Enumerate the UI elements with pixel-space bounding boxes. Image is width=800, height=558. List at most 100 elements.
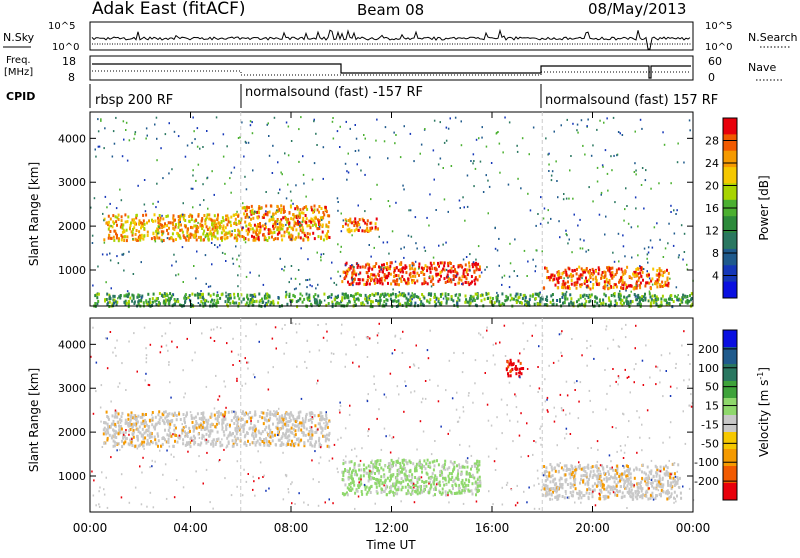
heatmap-cell bbox=[128, 251, 130, 253]
heatmap-cell bbox=[353, 266, 355, 268]
heatmap-cell bbox=[211, 237, 213, 240]
heatmap-cell bbox=[664, 144, 666, 146]
heatmap-cell bbox=[131, 441, 133, 444]
heatmap-cell bbox=[195, 180, 197, 182]
heatmap-cell bbox=[272, 423, 274, 426]
heatmap-cell bbox=[555, 284, 557, 287]
heatmap-cell bbox=[647, 253, 649, 255]
heatmap-cell bbox=[147, 135, 149, 137]
heatmap-cell bbox=[548, 493, 550, 496]
heatmap-cell bbox=[655, 497, 657, 500]
heatmap-cell bbox=[277, 427, 279, 430]
heatmap-cell bbox=[277, 233, 279, 236]
heatmap-cell bbox=[344, 468, 346, 471]
heatmap-cell bbox=[315, 217, 317, 220]
heatmap-cell bbox=[357, 297, 359, 300]
heatmap-cell bbox=[142, 214, 144, 217]
heatmap-cell bbox=[107, 425, 109, 428]
heatmap-cell bbox=[472, 162, 474, 164]
heatmap-cell bbox=[591, 155, 593, 157]
heatmap-cell bbox=[197, 292, 199, 294]
heatmap-cell bbox=[378, 280, 380, 283]
heatmap-cell bbox=[602, 299, 604, 302]
heatmap-cell bbox=[603, 488, 605, 491]
heatmap-cell bbox=[324, 435, 326, 438]
heatmap-cell bbox=[242, 418, 244, 421]
heatmap-cell bbox=[328, 221, 330, 224]
heatmap-cell bbox=[134, 445, 136, 448]
heatmap-cell bbox=[509, 286, 511, 288]
heatmap-cell bbox=[181, 432, 183, 435]
heatmap-cell bbox=[641, 490, 643, 493]
heatmap-cell bbox=[650, 188, 652, 190]
heatmap-cell bbox=[128, 293, 130, 296]
heatmap-cell bbox=[334, 298, 336, 301]
heatmap-cell bbox=[451, 298, 453, 301]
heatmap-cell bbox=[614, 261, 616, 263]
heatmap-cell bbox=[585, 277, 587, 280]
heatmap-cell bbox=[547, 478, 549, 481]
heatmap-cell bbox=[352, 481, 354, 484]
heatmap-cell bbox=[249, 411, 251, 414]
heatmap-cell bbox=[344, 483, 346, 486]
heatmap-cell bbox=[475, 259, 477, 261]
heatmap-cell bbox=[221, 231, 223, 234]
heatmap-cell bbox=[249, 427, 251, 430]
heatmap-cell bbox=[412, 265, 414, 267]
heatmap-cell bbox=[305, 221, 307, 224]
heatmap-cell bbox=[575, 468, 577, 471]
heatmap-cell bbox=[396, 279, 398, 282]
heatmap-cell bbox=[556, 180, 558, 182]
heatmap-cell bbox=[250, 124, 252, 126]
heatmap-cell bbox=[164, 429, 166, 432]
heatmap-cell bbox=[251, 211, 253, 214]
heatmap-cell bbox=[545, 137, 547, 139]
heatmap-cell bbox=[108, 215, 110, 218]
heatmap-cell bbox=[395, 489, 397, 492]
heatmap-cell bbox=[616, 269, 618, 272]
heatmap-cell bbox=[558, 464, 560, 467]
heatmap-cell bbox=[347, 486, 349, 489]
heatmap-cell bbox=[306, 286, 308, 288]
heatmap-cell bbox=[546, 299, 548, 302]
heatmap-cell bbox=[325, 413, 327, 416]
heatmap-cell bbox=[228, 434, 230, 437]
heatmap-cell bbox=[399, 291, 401, 293]
heatmap-cell bbox=[689, 119, 691, 121]
heatmap-cell bbox=[516, 293, 518, 296]
heatmap-cell bbox=[497, 131, 499, 133]
heatmap-cell bbox=[224, 411, 226, 414]
heatmap-cell bbox=[395, 464, 397, 467]
heatmap-cell bbox=[580, 238, 582, 240]
heatmap-cell bbox=[639, 265, 641, 267]
heatmap-cell bbox=[272, 145, 274, 147]
heatmap-cell bbox=[375, 262, 377, 265]
heatmap-cell bbox=[159, 422, 161, 425]
heatmap-cell bbox=[110, 425, 112, 428]
heatmap-cell bbox=[343, 219, 345, 221]
heatmap-cell bbox=[603, 122, 605, 124]
heatmap-cell bbox=[676, 286, 678, 288]
heatmap-cell bbox=[436, 299, 438, 301]
heatmap-cell bbox=[162, 233, 164, 235]
heatmap-cell bbox=[371, 268, 373, 271]
heatmap-cell bbox=[527, 261, 529, 263]
heatmap-cell bbox=[638, 279, 640, 282]
heatmap-cell bbox=[200, 290, 202, 292]
heatmap-cell bbox=[602, 302, 604, 305]
heatmap-cell bbox=[659, 285, 661, 288]
heatmap-cell bbox=[669, 278, 671, 280]
heatmap-cell bbox=[594, 489, 596, 492]
heatmap-cell bbox=[546, 276, 548, 279]
heatmap-cell bbox=[107, 423, 109, 426]
heatmap-cell bbox=[354, 229, 356, 232]
heatmap-cell bbox=[565, 293, 567, 296]
heatmap-cell bbox=[197, 226, 199, 229]
heatmap-cell bbox=[302, 221, 304, 223]
heatmap-cell bbox=[430, 477, 432, 480]
heatmap-cell bbox=[164, 222, 166, 225]
heatmap-cell bbox=[360, 170, 362, 172]
heatmap-cell bbox=[265, 239, 267, 241]
heatmap-cell bbox=[116, 255, 118, 257]
heatmap-cell bbox=[563, 198, 565, 200]
